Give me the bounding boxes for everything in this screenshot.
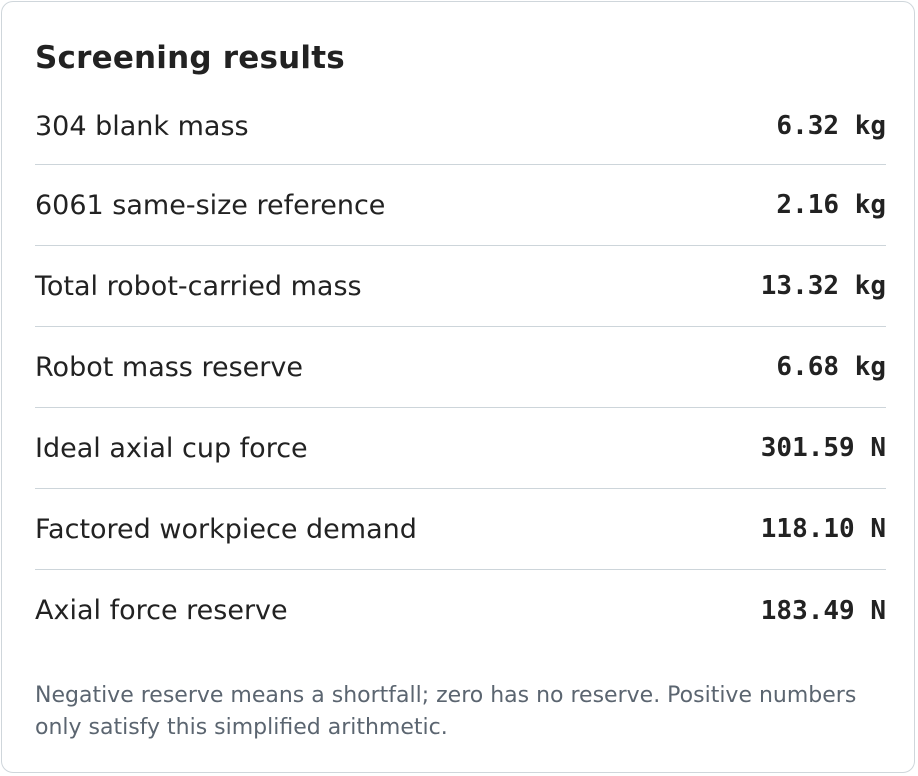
row-value: 301.59 N <box>760 433 886 463</box>
row-label: Factored workpiece demand <box>35 513 417 545</box>
result-row: 6061 same-size reference 2.16 kg <box>35 165 886 246</box>
note: Negative reserve means a shortfall; zero… <box>35 683 857 740</box>
result-row: Factored workpiece demand 118.10 N <box>35 489 886 570</box>
result-row: Robot mass reserve 6.68 kg <box>35 327 886 408</box>
row-label: Total robot-carried mass <box>35 270 362 302</box>
row-label: Axial force reserve <box>35 595 288 626</box>
row-value: 2.16 kg <box>776 190 886 220</box>
row-label: 6061 same-size reference <box>35 189 386 221</box>
row-value: 6.32 kg <box>776 111 886 141</box>
row-label: 304 blank mass <box>35 110 249 142</box>
result-row: Axial force reserve 183.49 N <box>35 570 886 651</box>
result-row: 304 blank mass 6.32 kg <box>35 88 886 165</box>
result-row: Ideal axial cup force 301.59 N <box>35 408 886 489</box>
row-label: Ideal axial cup force <box>35 432 308 464</box>
row-value: 118.10 N <box>760 514 886 544</box>
row-value: 183.49 N <box>760 595 886 626</box>
result-list: 304 blank mass 6.32 kg 6061 same-size refe… <box>35 88 886 651</box>
row-label: Robot mass reserve <box>35 351 303 383</box>
row-value: 13.32 kg <box>760 271 886 301</box>
result-row: Total robot-carried mass 13.32 kg <box>35 246 886 327</box>
card-title: Screening results <box>35 40 345 76</box>
row-value: 6.68 kg <box>776 352 886 382</box>
